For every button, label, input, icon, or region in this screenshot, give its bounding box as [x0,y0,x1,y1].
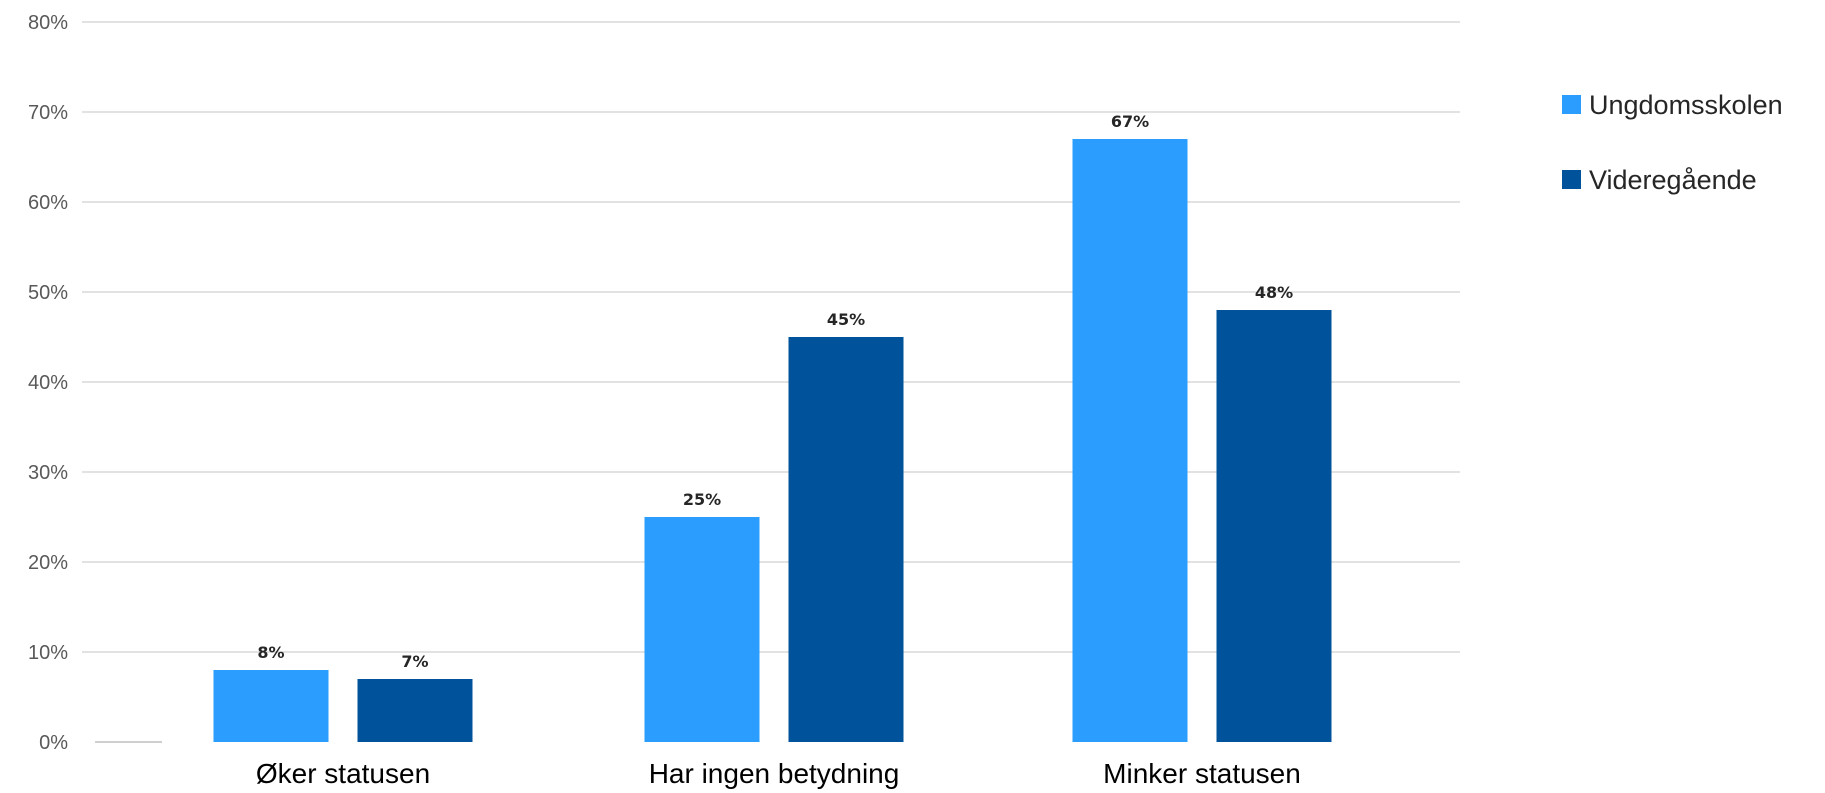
y-axis-ticks: 0% 10% 20% 30% 40% 50% 60% 70% 80% [28,12,68,754]
y-tick-label: 50% [28,282,68,304]
data-label: 8% [257,643,284,662]
bars [213,139,1332,742]
x-tick-label: Har ingen betydning [649,758,900,789]
x-tick-label: Øker statusen [256,758,430,789]
y-tick-label: 0% [39,732,68,754]
legend: Ungdomsskolen Videregående [1562,90,1783,195]
y-tick-label: 30% [28,462,68,484]
bar [1216,310,1332,742]
y-tick-label: 70% [28,102,68,124]
y-tick-label: 20% [28,552,68,574]
legend-swatch [1562,95,1581,114]
y-tick-label: 40% [28,372,68,394]
bar [788,337,904,742]
data-label: 25% [683,490,721,509]
data-label: 45% [827,310,865,329]
legend-label: Videregående [1589,165,1757,195]
legend-label: Ungdomsskolen [1589,90,1783,120]
data-labels: 8% 7% 25% 45% 67% 48% [257,112,1293,671]
legend-swatch [1562,170,1581,189]
bar [357,679,473,742]
bar [1072,139,1188,742]
bar [644,517,760,742]
y-tick-label: 80% [28,12,68,34]
data-label: 48% [1255,283,1293,302]
data-label: 67% [1111,112,1149,131]
x-tick-label: Minker statusen [1103,758,1301,789]
y-tick-label: 60% [28,192,68,214]
y-tick-label: 10% [28,642,68,664]
gridlines [82,21,1460,743]
x-axis-ticks: Øker statusen Har ingen betydning Minker s… [256,758,1301,789]
bar [213,670,329,742]
data-label: 7% [401,652,428,671]
